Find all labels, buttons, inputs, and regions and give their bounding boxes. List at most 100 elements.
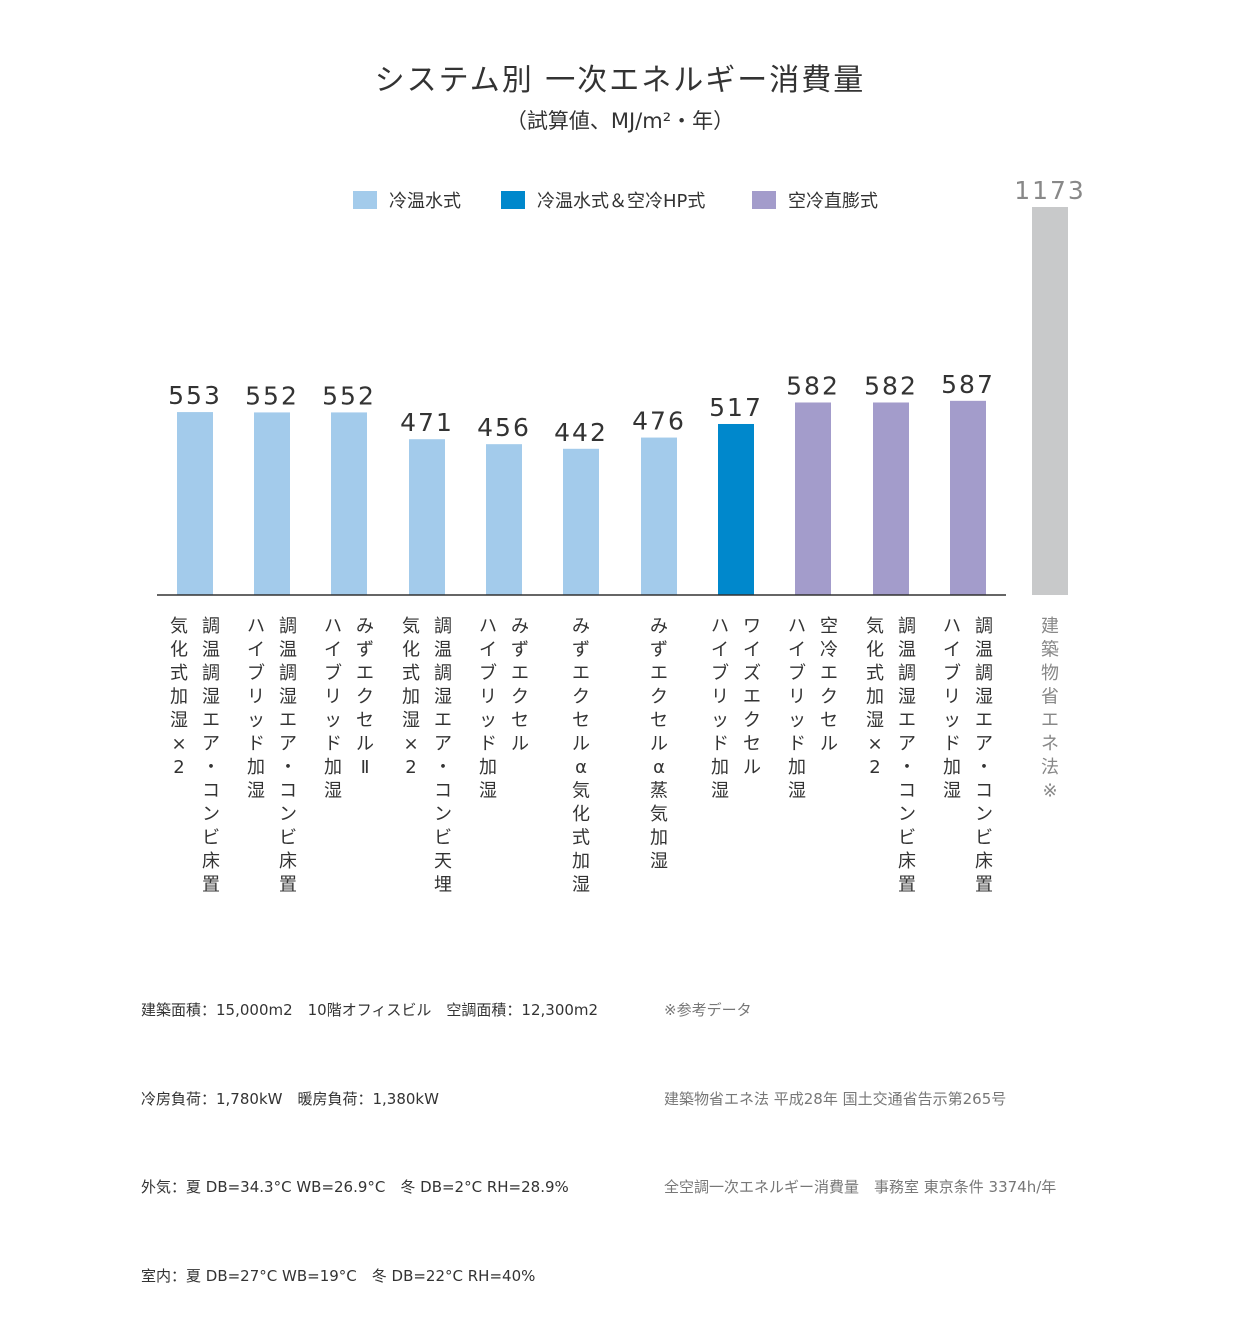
- category-label-char: セ: [356, 710, 374, 731]
- category-label-char: イ: [788, 640, 806, 661]
- category-label-char: 調: [975, 663, 993, 684]
- note-law: 建築物省エネ法 平成28年 国土交通省告示第265号: [664, 1089, 1007, 1108]
- value-label: 471: [400, 408, 454, 437]
- category-label-char: 湿: [324, 781, 342, 802]
- category-label-char: ず: [356, 640, 374, 661]
- legend-label: 空冷直膨式: [788, 191, 878, 212]
- category-label-char: Ⅱ: [361, 757, 370, 778]
- category-label-char: 調: [434, 663, 452, 684]
- category-label-char: ア: [975, 734, 993, 755]
- category-label-char: 置: [279, 875, 297, 896]
- category-label-char: 温: [898, 640, 916, 661]
- category-label-char: 調: [279, 616, 297, 637]
- category-label-char: 床: [202, 851, 220, 872]
- category-label-char: 床: [975, 851, 993, 872]
- category-label-char: ル: [743, 757, 761, 778]
- category-label-char: ク: [743, 710, 761, 731]
- category-label-char: み: [650, 616, 668, 637]
- category-label-char: エ: [1041, 710, 1059, 731]
- category-label-char: 湿: [650, 851, 668, 872]
- category-label-char: 加: [170, 687, 188, 708]
- category-label-char: エ: [202, 710, 220, 731]
- category-label-char: 湿: [279, 687, 297, 708]
- category-label-char: リ: [711, 687, 729, 708]
- bar: [950, 400, 986, 595]
- bar: [563, 448, 599, 595]
- category-label-char: ク: [356, 687, 374, 708]
- category-label-char: ビ: [202, 828, 220, 849]
- category-label-char: 省: [1041, 687, 1059, 708]
- category-label-char: ッ: [479, 710, 497, 731]
- category-label-char: リ: [324, 687, 342, 708]
- category-label-char: ・: [898, 757, 916, 778]
- category-label-char: 気: [572, 781, 590, 802]
- category-label-char: 物: [1041, 663, 1059, 684]
- category-label-char: ル: [356, 734, 374, 755]
- legend-swatch: [501, 191, 525, 209]
- category-label-char: 化: [572, 804, 590, 825]
- bar: [718, 423, 754, 595]
- category-label-char: 温: [975, 640, 993, 661]
- category-label-char: ド: [324, 734, 342, 755]
- category-label-char: ブ: [247, 662, 265, 684]
- category-label-char: 加: [650, 828, 668, 849]
- category-label-char: α: [575, 757, 587, 778]
- bar: [795, 402, 831, 595]
- category-label-char: 加: [247, 757, 265, 778]
- category-label-char: 置: [975, 875, 993, 896]
- bar: [641, 437, 677, 595]
- category-label-char: ビ: [975, 828, 993, 849]
- category-label-char: ・: [975, 757, 993, 778]
- chart-subtitle: （試算値、MJ/m²・年）: [506, 109, 734, 133]
- category-label-char: ク: [511, 687, 529, 708]
- category-label-char: み: [572, 616, 590, 637]
- category-label-char: エ: [650, 663, 668, 684]
- category-label-char: ブ: [479, 662, 497, 684]
- category-label-char: エ: [743, 687, 761, 708]
- category-label-char: イ: [943, 640, 961, 661]
- value-label-group: 553 552 552 471 456 442 476 517 582 582 587 1173: [168, 176, 1084, 447]
- category-label-char: ×: [171, 734, 186, 755]
- category-label-char: α: [653, 757, 665, 778]
- category-label-char: 温: [202, 640, 220, 661]
- legend-swatch: [752, 191, 776, 209]
- notes-right: ※参考データ 建築物省エネ法 平成28年 国土交通省告示第265号 全空調一次エ…: [664, 937, 1056, 1232]
- category-label-char: 湿: [479, 781, 497, 802]
- category-label-char: 調: [279, 663, 297, 684]
- category-label-char: 湿: [434, 687, 452, 708]
- category-label-char: 湿: [170, 710, 188, 731]
- category-label-char: 調: [898, 616, 916, 637]
- category-label-char: ・: [202, 757, 220, 778]
- category-label-char: 床: [279, 851, 297, 872]
- category-label-char: ン: [202, 804, 220, 825]
- category-label-char: エ: [356, 663, 374, 684]
- category-label-char: ※: [1042, 781, 1057, 802]
- category-label-char: 湿: [402, 710, 420, 731]
- value-label: 587: [941, 370, 995, 399]
- category-label-char: 湿: [898, 687, 916, 708]
- category-label-char: 床: [898, 851, 916, 872]
- category-label-char: ハ: [943, 616, 961, 637]
- category-label-char: 調: [202, 616, 220, 637]
- category-label-char: セ: [743, 734, 761, 755]
- category-label-char: 化: [402, 640, 420, 661]
- category-label-char: ハ: [788, 616, 806, 637]
- category-label-char: リ: [943, 687, 961, 708]
- category-label-char: 式: [866, 663, 884, 684]
- category-label-char: リ: [788, 687, 806, 708]
- category-label-char: ア: [898, 734, 916, 755]
- category-label-char: ブ: [943, 662, 961, 684]
- category-label-char: 2: [173, 757, 184, 778]
- category-label-char: ず: [650, 640, 668, 661]
- category-label-char: ハ: [479, 616, 497, 637]
- category-label-char: ル: [572, 734, 590, 755]
- value-label: 582: [786, 371, 840, 400]
- category-label-char: ッ: [324, 710, 342, 731]
- category-label-char: ド: [711, 734, 729, 755]
- category-label-char: ハ: [324, 616, 342, 637]
- category-label-char: エ: [434, 710, 452, 731]
- category-label-char: コ: [202, 781, 220, 802]
- bar: [254, 412, 290, 595]
- category-label-char: エ: [820, 663, 838, 684]
- category-label-char: 湿: [572, 875, 590, 896]
